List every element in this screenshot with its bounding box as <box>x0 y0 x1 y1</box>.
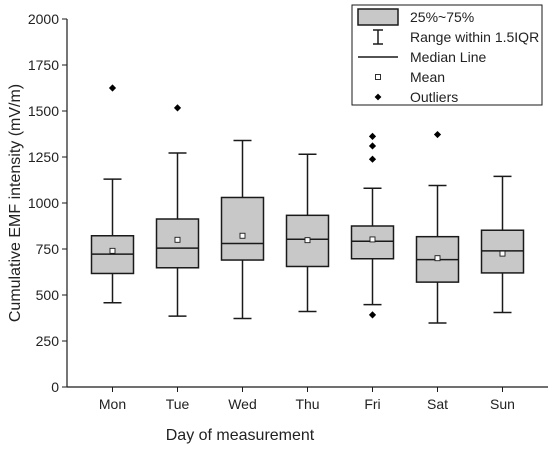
outlier-point <box>368 155 377 163</box>
y-tick-label: 1250 <box>28 149 59 165</box>
mean-marker <box>499 250 506 257</box>
y-tick-label: 1500 <box>28 103 59 119</box>
mean-marker <box>434 255 441 262</box>
outlier-point <box>433 130 442 139</box>
y-tick-label: 750 <box>36 241 60 257</box>
legend-label: Outliers <box>410 89 458 105</box>
legend: 25%~75% Range within 1.5IQR Median Line Mea… <box>351 4 543 106</box>
x-tick-label: Thu <box>295 396 319 412</box>
legend-box-symbol <box>357 8 399 26</box>
x-axis-title: Day of measurement <box>166 427 315 444</box>
y-tick-label: 250 <box>36 333 60 349</box>
mean-marker <box>304 237 311 244</box>
y-tick-label: 1750 <box>28 57 59 73</box>
legend-label: Range within 1.5IQR <box>410 29 539 45</box>
y-tick-label: 2000 <box>28 11 59 27</box>
mean-marker <box>109 247 116 254</box>
outlier-point <box>173 104 182 112</box>
x-tick-label: Mon <box>99 396 126 412</box>
x-tick-label: Sat <box>427 396 448 412</box>
x-tick-label: Sun <box>490 396 515 412</box>
legend-label: Median Line <box>410 49 486 65</box>
outlier-point <box>108 84 117 92</box>
outlier-point <box>368 142 377 150</box>
y-tick-label: 0 <box>51 379 59 395</box>
x-tick-label: Fri <box>364 396 380 412</box>
mean-marker <box>239 232 246 239</box>
outlier-point <box>368 311 377 319</box>
y-axis-title: Cumulative EMF intensity (mV/m) <box>7 84 24 322</box>
legend-outlier-symbol <box>374 93 382 101</box>
mean-marker <box>174 236 181 243</box>
iqr-box <box>155 218 200 269</box>
x-tick-label: Tue <box>166 396 190 412</box>
y-tick-label: 1000 <box>28 195 59 211</box>
outlier-point <box>368 132 377 140</box>
iqr-box <box>220 196 265 261</box>
legend-label: 25%~75% <box>410 9 474 25</box>
x-tick-label: Wed <box>228 396 257 412</box>
legend-label: Mean <box>410 69 445 85</box>
mean-marker <box>369 236 376 243</box>
legend-mean-symbol <box>375 74 381 80</box>
y-tick-label: 500 <box>36 287 60 303</box>
